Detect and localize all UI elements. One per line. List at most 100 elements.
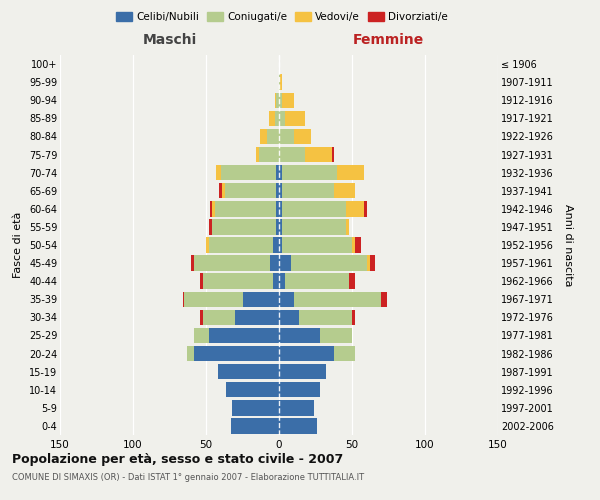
Bar — [200, 310, 203, 325]
Bar — [285, 110, 305, 126]
Bar — [276, 183, 279, 198]
Bar — [203, 310, 235, 325]
Bar — [184, 292, 242, 307]
Bar — [279, 128, 293, 144]
Bar — [279, 74, 280, 90]
Bar — [279, 110, 285, 126]
Bar — [269, 110, 275, 126]
Y-axis label: Anni di nascita: Anni di nascita — [563, 204, 573, 286]
Bar — [270, 256, 279, 271]
Bar — [279, 92, 282, 108]
Bar — [200, 274, 203, 289]
Bar — [182, 292, 184, 307]
Bar — [279, 147, 305, 162]
Bar — [352, 238, 355, 252]
Bar — [231, 418, 279, 434]
Bar — [282, 238, 352, 252]
Bar — [225, 183, 276, 198]
Bar — [215, 201, 276, 216]
Bar — [206, 238, 209, 252]
Legend: Celibi/Nubili, Coniugati/e, Vedovi/e, Divorziati/e: Celibi/Nubili, Coniugati/e, Vedovi/e, Di… — [112, 8, 452, 26]
Bar — [349, 274, 355, 289]
Bar — [337, 165, 364, 180]
Bar — [279, 364, 326, 380]
Bar — [305, 147, 332, 162]
Bar — [290, 256, 367, 271]
Bar — [282, 219, 346, 234]
Bar — [279, 183, 282, 198]
Bar — [191, 256, 194, 271]
Bar — [221, 165, 276, 180]
Bar — [346, 219, 349, 234]
Bar — [242, 292, 279, 307]
Bar — [279, 418, 317, 434]
Bar — [364, 201, 367, 216]
Bar — [334, 183, 355, 198]
Bar — [219, 183, 222, 198]
Bar — [275, 110, 279, 126]
Bar — [293, 292, 381, 307]
Y-axis label: Fasce di età: Fasce di età — [13, 212, 23, 278]
Bar — [282, 183, 334, 198]
Bar — [194, 256, 270, 271]
Bar — [211, 201, 212, 216]
Bar — [203, 274, 273, 289]
Bar — [370, 256, 376, 271]
Bar — [226, 382, 279, 398]
Bar — [282, 92, 293, 108]
Bar — [279, 400, 314, 415]
Bar — [299, 310, 352, 325]
Bar — [276, 219, 279, 234]
Bar — [209, 328, 279, 343]
Bar — [268, 128, 279, 144]
Bar — [216, 165, 221, 180]
Bar — [260, 128, 268, 144]
Bar — [222, 183, 225, 198]
Bar — [355, 238, 361, 252]
Bar — [334, 346, 355, 362]
Bar — [282, 165, 337, 180]
Bar — [235, 310, 279, 325]
Bar — [276, 165, 279, 180]
Bar — [256, 147, 259, 162]
Bar — [279, 346, 334, 362]
Bar — [279, 274, 285, 289]
Bar — [279, 238, 282, 252]
Bar — [276, 201, 279, 216]
Bar — [279, 292, 293, 307]
Bar — [232, 400, 279, 415]
Bar — [194, 346, 279, 362]
Bar — [332, 147, 334, 162]
Bar — [209, 219, 212, 234]
Bar — [279, 310, 299, 325]
Text: Popolazione per età, sesso e stato civile - 2007: Popolazione per età, sesso e stato civil… — [12, 452, 343, 466]
Bar — [293, 128, 311, 144]
Bar — [346, 201, 364, 216]
Bar — [194, 328, 209, 343]
Text: COMUNE DI SIMAXIS (OR) - Dati ISTAT 1° gennaio 2007 - Elaborazione TUTTITALIA.IT: COMUNE DI SIMAXIS (OR) - Dati ISTAT 1° g… — [12, 473, 364, 482]
Bar — [279, 256, 290, 271]
Bar — [381, 292, 387, 307]
Bar — [279, 219, 282, 234]
Bar — [273, 274, 279, 289]
Bar — [209, 238, 273, 252]
Bar — [280, 74, 282, 90]
Bar — [273, 238, 279, 252]
Text: Maschi: Maschi — [142, 34, 197, 48]
Text: Femmine: Femmine — [353, 34, 424, 48]
Bar — [275, 92, 276, 108]
Bar — [187, 346, 194, 362]
Bar — [279, 382, 320, 398]
Bar — [279, 328, 320, 343]
Bar — [259, 147, 279, 162]
Bar — [279, 201, 282, 216]
Bar — [352, 310, 355, 325]
Bar — [279, 165, 282, 180]
Bar — [212, 219, 276, 234]
Bar — [218, 364, 279, 380]
Bar — [212, 201, 215, 216]
Bar — [367, 256, 370, 271]
Bar — [285, 274, 349, 289]
Bar — [276, 92, 279, 108]
Bar — [320, 328, 352, 343]
